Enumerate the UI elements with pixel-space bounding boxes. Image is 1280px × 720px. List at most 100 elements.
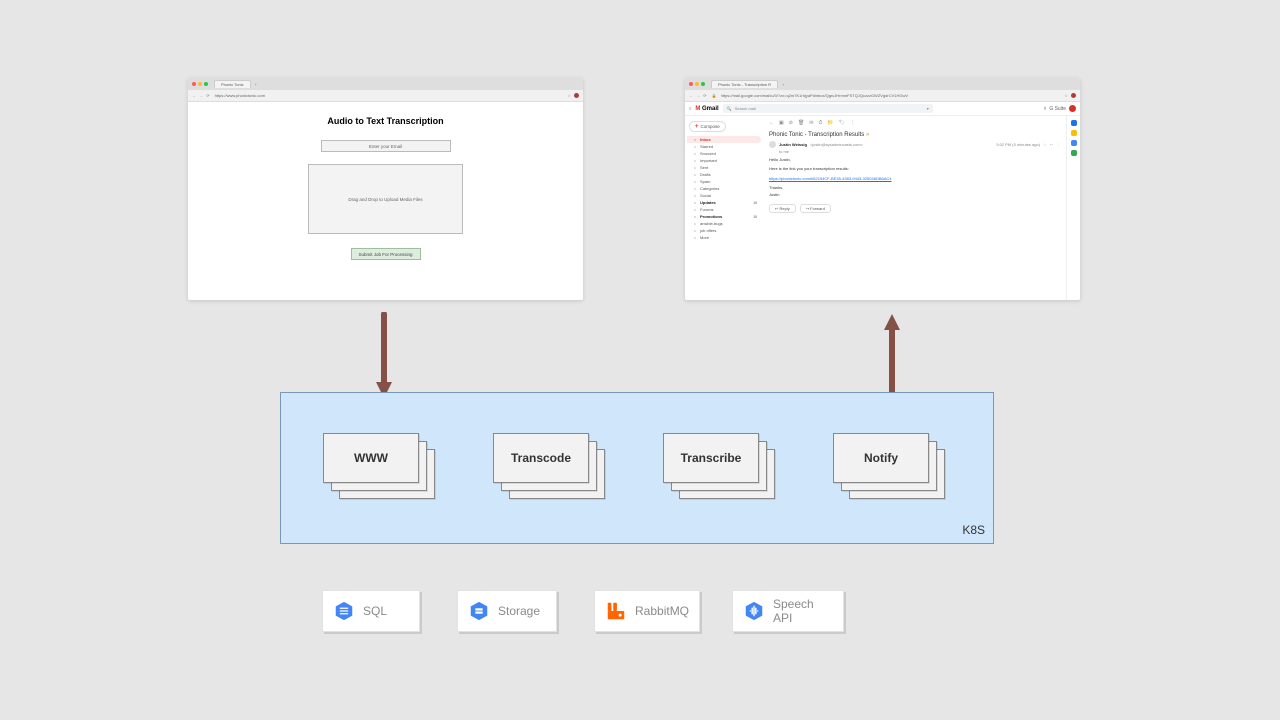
mail-to-line: to me	[779, 149, 1060, 154]
forward-button[interactable]: ↪ Forward	[800, 204, 831, 213]
sidebar-item-social[interactable]: •Social	[687, 192, 761, 199]
rail-addon-icon[interactable]	[1071, 120, 1077, 126]
delete-icon[interactable]: 🗑	[798, 120, 804, 126]
page-title: Audio to Text Transcription	[188, 116, 583, 126]
label-icon[interactable]: 🏷	[839, 120, 845, 126]
sidebar-item-updates[interactable]: •Updates19	[687, 199, 761, 206]
bookmark-star-icon[interactable]: ☆	[1064, 93, 1068, 98]
important-marker-icon: »	[866, 132, 869, 138]
nav-back-forward-icon[interactable]: ← → ⟳	[192, 93, 211, 98]
mail-meta: Justin Weissig <justin@sysadmincasts.com…	[769, 141, 1060, 148]
menu-icon[interactable]: ≡	[689, 106, 691, 111]
sidebar-item-job-offers[interactable]: •job offers	[687, 227, 761, 234]
service-stack-notify: Notify	[833, 433, 947, 501]
service-card-label: WWW	[323, 433, 419, 483]
new-tab-icon[interactable]: +	[255, 82, 257, 87]
sidebar-item-categories[interactable]: •Categories	[687, 185, 761, 192]
snooze-icon[interactable]: ⏱	[819, 120, 823, 126]
k8s-label: K8S	[962, 523, 985, 537]
label-bullet-icon: •	[693, 207, 697, 212]
url-text[interactable]: https://www.phonictonic.com	[215, 93, 564, 98]
account-avatar-icon[interactable]	[1069, 105, 1076, 112]
search-icon: 🔍	[727, 106, 732, 111]
address-bar: ← → ⟳ 🔒 https://mail.google.com/mail/u/0…	[685, 90, 1080, 102]
gmail-sidebar: + Compose •Inbox•Starred•Snoozed•Importa…	[685, 116, 763, 300]
arrow-down-icon	[374, 312, 388, 400]
service-card-speech-api: Speech API	[732, 590, 844, 632]
label-bullet-icon: •	[693, 200, 697, 205]
label-bullet-icon: •	[693, 221, 697, 226]
spam-icon[interactable]: ⊘	[789, 120, 793, 126]
browser-tab[interactable]: Phonic Tonic - Transcription R	[711, 80, 778, 88]
browser-tab[interactable]: Phonic Tonic	[214, 80, 251, 88]
more-icon[interactable]: ⋮	[850, 120, 855, 126]
service-stack-transcode: Transcode	[493, 433, 607, 501]
sidebar-item-ansible-bugs[interactable]: •ansible-bugs	[687, 220, 761, 227]
star-icon[interactable]: ☆	[1043, 142, 1047, 147]
service-card-storage: Storage	[457, 590, 557, 632]
sidebar-item-spam[interactable]: •Spam	[687, 178, 761, 185]
arrow-up-icon	[882, 312, 896, 400]
mail-from-name: Justin Weissig	[779, 142, 807, 147]
label-bullet-icon: •	[693, 186, 697, 191]
profile-dot-icon[interactable]	[574, 93, 579, 98]
label-bullet-icon: •	[693, 228, 697, 233]
sidebar-item-starred[interactable]: •Starred	[687, 143, 761, 150]
bookmark-star-icon[interactable]: ☆	[567, 93, 571, 98]
label-bullet-icon: •	[693, 179, 697, 184]
gmail-message-pane: ← ▣ ⊘ 🗑 ✉ ⏱ 📁 🏷 ⋮ Phonic Tonic - Transcr…	[763, 116, 1066, 300]
apps-grid-icon[interactable]: ⠿	[1043, 106, 1046, 111]
gmail-header: ≡ M Gmail 🔍 Search mail ▾ ⠿ G Suite	[685, 102, 1080, 116]
service-card-rabbitmq: RabbitMQ	[594, 590, 700, 632]
gcp-storage-icon	[468, 600, 490, 622]
reply-caret-icon[interactable]: ↩	[1050, 142, 1053, 147]
nav-back-forward-icon[interactable]: ← → ⟳	[689, 93, 708, 98]
sidebar-item-inbox[interactable]: •Inbox	[687, 136, 761, 143]
sidebar-item-promotions[interactable]: •Promotions15	[687, 213, 761, 220]
sidebar-item-snoozed[interactable]: •Snoozed	[687, 150, 761, 157]
rail-addon-icon[interactable]	[1071, 140, 1077, 146]
label-bullet-icon: •	[693, 151, 697, 156]
gcp-speech-icon	[743, 600, 765, 622]
label-bullet-icon: •	[693, 144, 697, 149]
profile-dot-icon[interactable]	[1071, 93, 1076, 98]
sidebar-item-drafts[interactable]: •Drafts	[687, 171, 761, 178]
service-stack-transcribe: Transcribe	[663, 433, 777, 501]
upload-page: Audio to Text Transcription Enter your E…	[188, 102, 583, 260]
mail-from-email: <justin@sysadmincasts.com>	[810, 142, 863, 147]
service-card-label: Transcode	[493, 433, 589, 483]
label-bullet-icon: •	[693, 214, 697, 219]
rail-addon-icon[interactable]	[1071, 150, 1077, 156]
service-card-label: RabbitMQ	[635, 604, 689, 618]
transcription-link[interactable]: https://phonictonic.com/t/62194CF-BE35-4…	[769, 176, 892, 181]
window-traffic-lights	[689, 82, 705, 86]
mail-subject: Phonic Tonic - Transcription Results »	[769, 132, 1060, 138]
plus-icon: +	[695, 125, 699, 129]
media-dropzone[interactable]: Drag and Drop to Upload Media Files	[308, 164, 463, 234]
search-caret-icon[interactable]: ▾	[927, 106, 929, 111]
archive-icon[interactable]: ▣	[779, 120, 784, 126]
rail-addon-icon[interactable]	[1071, 130, 1077, 136]
url-text[interactable]: https://mail.google.com/mail/u/0/?zx=q2m…	[721, 93, 1061, 98]
move-icon[interactable]: 📁	[827, 120, 833, 126]
overflow-icon[interactable]: ⋮	[1056, 142, 1060, 147]
service-card-label: Storage	[498, 604, 540, 618]
address-bar: ← → ⟳ https://www.phonictonic.com ☆	[188, 90, 583, 102]
compose-button[interactable]: + Compose	[689, 121, 726, 132]
sidebar-item-important[interactable]: •Important	[687, 157, 761, 164]
sender-avatar-icon	[769, 141, 776, 148]
sidebar-item-more[interactable]: •More	[687, 234, 761, 241]
sidebar-item-sent[interactable]: •Sent	[687, 164, 761, 171]
gmail-addon-rail	[1066, 116, 1080, 300]
new-tab-icon[interactable]: +	[782, 82, 784, 87]
email-field[interactable]: Enter your Email	[321, 140, 451, 152]
label-bullet-icon: •	[693, 235, 697, 240]
label-bullet-icon: •	[693, 172, 697, 177]
gmail-search-input[interactable]: 🔍 Search mail ▾	[723, 104, 933, 113]
reply-button[interactable]: ↩ Reply	[769, 204, 796, 213]
sidebar-item-forums[interactable]: •Forums	[687, 206, 761, 213]
back-icon[interactable]: ←	[769, 120, 774, 126]
submit-button[interactable]: Submit Job For Processing	[351, 248, 421, 260]
service-card-sql: SQL	[322, 590, 420, 632]
unread-icon[interactable]: ✉	[809, 120, 813, 126]
